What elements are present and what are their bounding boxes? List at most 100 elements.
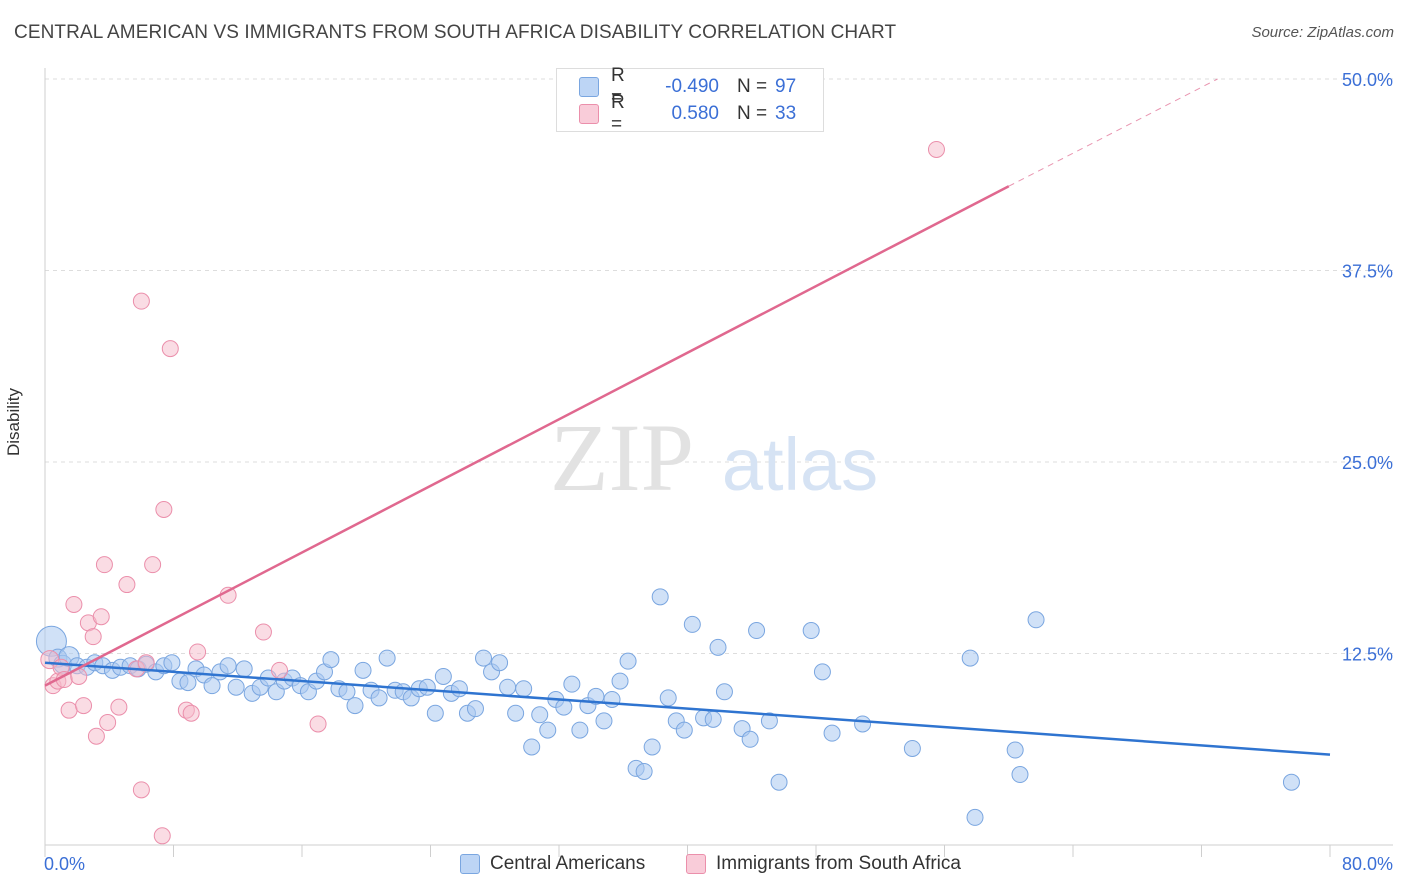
data-point-central-americans <box>370 689 388 707</box>
data-point-central-americans <box>163 654 181 672</box>
data-point-central-americans <box>802 622 820 640</box>
data-point-central-americans <box>675 721 693 739</box>
data-point-immigrants-south-africa <box>132 292 150 310</box>
data-point-immigrants-south-africa <box>271 661 289 679</box>
data-point-central-americans <box>179 674 197 692</box>
source-label: Source: ZipAtlas.com <box>1251 24 1394 41</box>
data-point-central-americans <box>539 721 557 739</box>
data-point-central-americans <box>611 672 629 690</box>
data-point-central-americans <box>346 697 364 715</box>
data-point-central-americans <box>961 649 979 667</box>
data-point-central-americans <box>499 678 517 696</box>
data-point-central-americans <box>563 675 581 693</box>
data-point-immigrants-south-africa <box>65 595 83 613</box>
trend-line-immigrants-south-africa <box>44 185 1010 687</box>
data-point-central-americans <box>426 704 444 722</box>
data-point-immigrants-south-africa <box>84 628 102 646</box>
trend-line-central-americans <box>44 661 1331 756</box>
legend-n-value: 97 <box>775 76 797 97</box>
data-point-immigrants-south-africa <box>92 608 110 626</box>
data-point-central-americans <box>595 712 613 730</box>
legend-r-label: R = <box>611 65 625 108</box>
data-point-central-americans <box>1282 773 1300 791</box>
legend-r-label: R = <box>611 92 625 135</box>
legend-swatch-blue <box>579 77 599 97</box>
bottom-legend-pink: Immigrants from South Africa <box>686 852 961 876</box>
data-point-central-americans <box>715 683 733 701</box>
data-point-central-americans <box>659 689 677 707</box>
legend-n-label: N = <box>737 76 768 97</box>
data-point-immigrants-south-africa <box>87 727 105 745</box>
bottom-legend-swatch-pink <box>686 854 706 874</box>
data-point-immigrants-south-africa <box>132 781 150 799</box>
legend-row-blue: R = -0.490 N = 97 <box>579 65 797 108</box>
watermark: ZIP atlas <box>550 404 878 511</box>
data-point-central-americans <box>531 706 549 724</box>
data-point-central-americans <box>450 680 468 698</box>
data-point-central-americans <box>854 715 872 733</box>
data-point-central-americans <box>587 687 605 705</box>
legend-n-label: N = <box>737 103 768 124</box>
data-point-immigrants-south-africa <box>95 556 113 574</box>
data-point-immigrants-south-africa <box>75 697 93 715</box>
data-point-central-americans <box>619 652 637 670</box>
legend-row-pink: R = 0.580 N = 33 <box>579 92 797 135</box>
x-tick-label: 0.0% <box>44 854 85 874</box>
legend-r-value: -0.490 <box>665 76 719 97</box>
chart-title: CENTRAL AMERICAN VS IMMIGRANTS FROM SOUT… <box>14 22 897 43</box>
data-point-immigrants-south-africa <box>155 500 173 518</box>
trend-lines <box>44 78 1331 756</box>
data-point-central-americans <box>760 712 778 730</box>
data-point-central-americans <box>966 808 984 826</box>
data-point-central-americans <box>235 660 253 678</box>
data-point-immigrants-south-africa <box>110 698 128 716</box>
data-point-immigrants-south-africa <box>144 556 162 574</box>
data-point-central-americans <box>322 651 340 669</box>
data-point-central-americans <box>603 690 621 708</box>
data-point-central-americans <box>338 683 356 701</box>
legend-n-value: 33 <box>775 103 797 124</box>
x-tick-label: 80.0% <box>1342 854 1393 874</box>
data-point-immigrants-south-africa <box>153 827 171 845</box>
data-point-central-americans <box>813 663 831 681</box>
data-point-central-americans <box>219 657 237 675</box>
data-point-immigrants-south-africa <box>161 340 179 358</box>
data-point-central-americans <box>683 615 701 633</box>
data-point-central-americans <box>1011 766 1029 784</box>
data-point-central-americans <box>227 678 245 696</box>
data-point-central-americans <box>507 704 525 722</box>
data-point-immigrants-south-africa <box>182 704 200 722</box>
y-tick-label: 37.5% <box>1342 262 1393 282</box>
data-point-central-americans <box>418 678 436 696</box>
trend-line-extension <box>1008 78 1218 187</box>
y-tick-label: 25.0% <box>1342 453 1393 473</box>
data-point-central-americans <box>1027 611 1045 629</box>
watermark-zip: ZIP <box>550 404 694 511</box>
data-point-central-americans <box>523 738 541 756</box>
data-point-central-americans <box>709 638 727 656</box>
bottom-legend-swatch-blue <box>460 854 480 874</box>
data-point-central-americans <box>378 649 396 667</box>
bottom-legend-label-pink: Immigrants from South Africa <box>716 853 961 874</box>
series-immigrants-south-africa <box>40 140 945 845</box>
data-point-immigrants-south-africa <box>99 713 117 731</box>
data-point-central-americans <box>704 710 722 728</box>
data-point-central-americans <box>770 773 788 791</box>
data-point-central-americans <box>354 661 372 679</box>
legend-r-value: 0.580 <box>671 103 719 124</box>
series-central-americans <box>35 588 1300 826</box>
data-point-immigrants-south-africa <box>309 715 327 733</box>
data-point-central-americans <box>203 677 221 695</box>
bottom-legend-label-blue: Central Americans <box>490 853 646 874</box>
bottom-legend-blue: Central Americans <box>460 852 645 876</box>
watermark-atlas: atlas <box>722 423 878 506</box>
data-point-immigrants-south-africa <box>189 643 207 661</box>
legend-swatch-pink <box>579 104 599 124</box>
data-point-immigrants-south-africa <box>254 623 272 641</box>
data-point-central-americans <box>466 700 484 718</box>
axes <box>44 68 1393 857</box>
data-point-immigrants-south-africa <box>118 576 136 594</box>
data-point-central-americans <box>651 588 669 606</box>
y-tick-label: 50.0% <box>1342 70 1393 90</box>
